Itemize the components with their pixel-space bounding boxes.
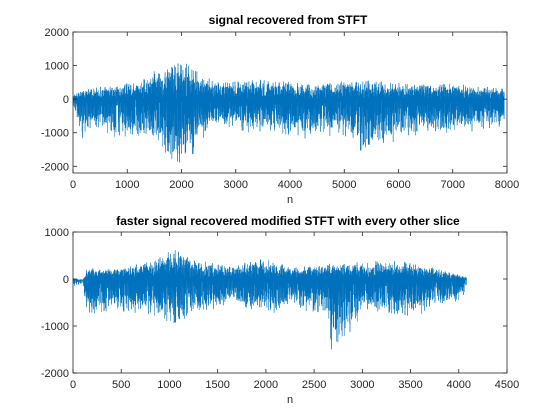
x-tick-label: 1500: [205, 379, 229, 391]
y-tick-label: 2000: [45, 27, 69, 39]
subplot-1-title: signal recovered from STFT: [209, 13, 368, 27]
signal-series-line: [72, 63, 505, 163]
x-tick-label: 1000: [157, 379, 181, 391]
x-tick-label: 0: [70, 179, 76, 191]
y-tick-label: -1000: [41, 321, 69, 333]
x-tick-label: 7000: [441, 179, 465, 191]
subplot-1-x-axis-label: n: [287, 194, 293, 206]
x-tick-label: 4000: [278, 179, 302, 191]
x-tick-label: 1000: [115, 179, 139, 191]
x-tick-label: 500: [112, 379, 130, 391]
subplot-1-signal-trace: [72, 63, 505, 163]
x-tick-label: 6000: [386, 179, 410, 191]
x-tick-label: 2000: [254, 379, 278, 391]
x-tick-label: 5000: [332, 179, 356, 191]
x-tick-label: 3000: [224, 179, 248, 191]
y-tick-label: 0: [63, 274, 69, 286]
subplot-2-y-ticks: -2000 -1000 0 1000: [41, 227, 507, 380]
subplot-2: faster signal recovered modified STFT wi…: [41, 214, 519, 406]
x-tick-label: 4500: [495, 379, 519, 391]
x-tick-label: 0: [70, 379, 76, 391]
x-tick-label: 2500: [302, 379, 326, 391]
subplot-1-y-ticks: -2000 -1000 0 1000 2000: [41, 27, 507, 173]
y-tick-label: -2000: [41, 368, 69, 380]
x-tick-label: 4000: [447, 379, 471, 391]
subplot-1-x-ticks: 0 1000 2000 3000 4000 5000 6000 7000 8000: [70, 32, 519, 191]
y-tick-label: 1000: [45, 227, 69, 239]
signal-series-line: [72, 249, 467, 350]
subplot-2-signal-trace: [72, 249, 467, 350]
y-tick-label: -1000: [41, 128, 69, 140]
subplot-2-axes-box: [72, 231, 508, 374]
x-tick-label: 3000: [350, 379, 374, 391]
y-tick-label: 1000: [45, 61, 69, 73]
y-tick-label: -2000: [41, 161, 69, 173]
x-tick-label: 2000: [169, 179, 193, 191]
x-tick-label: 3500: [398, 379, 422, 391]
subplot-2-x-ticks: 0 500 1000 1500 2000 2500 3000 3500 4000 4500: [70, 232, 519, 391]
subplot-2-x-axis-label: n: [287, 394, 293, 406]
y-tick-label: 0: [63, 94, 69, 106]
subplot-1: signal recovered from STFT 0 1000 2000 3000…: [41, 13, 519, 206]
x-tick-label: 8000: [495, 179, 519, 191]
subplot-2-title: faster signal recovered modified STFT wi…: [116, 214, 460, 228]
